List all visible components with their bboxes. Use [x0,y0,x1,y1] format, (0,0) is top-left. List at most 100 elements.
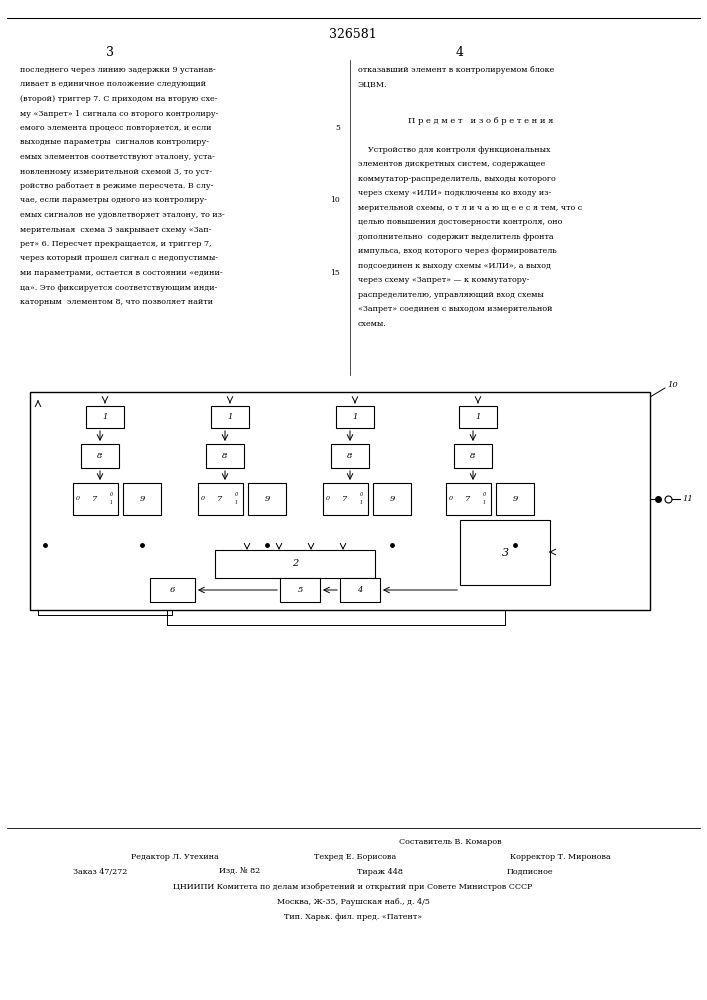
Bar [206,444,244,468]
Bar [460,520,550,585]
Text: отказавший элемент в контролируемом блоке: отказавший элемент в контролируемом блок… [358,66,554,74]
Text: 1: 1 [352,413,358,421]
Bar [81,444,119,468]
Text: 5: 5 [298,586,303,594]
Text: 0: 0 [76,496,80,502]
Text: 7: 7 [217,495,223,503]
Text: 0: 0 [235,492,238,497]
Text: 0: 0 [110,492,112,497]
Bar [30,392,650,610]
Text: Тираж 448: Тираж 448 [357,868,403,876]
Text: 0: 0 [326,496,330,502]
Text: му «Запрет» 1 сигнала со второго контролиру-: му «Запрет» 1 сигнала со второго контрол… [20,109,218,117]
Text: 1: 1 [359,500,363,506]
Bar [454,444,492,468]
Bar [331,444,369,468]
Bar [198,483,243,515]
Text: 8: 8 [98,452,103,460]
Text: 7: 7 [342,495,348,503]
Text: Москва, Ж-35, Раушская наб., д. 4/5: Москва, Ж-35, Раушская наб., д. 4/5 [276,898,429,906]
Text: Составитель В. Комаров: Составитель В. Комаров [399,838,501,846]
Text: ми параметрами, остается в состоянии «едини-: ми параметрами, остается в состоянии «ед… [20,269,223,277]
Text: мерительной схемы, о т л и ч а ю щ е е с я тем, что с: мерительной схемы, о т л и ч а ю щ е е с… [358,204,583,212]
Text: 0: 0 [482,492,486,497]
Text: ройство работает в режиме пересчета. В слу-: ройство работает в режиме пересчета. В с… [20,182,214,190]
Text: целью повышения достоверности контроля, оно: целью повышения достоверности контроля, … [358,218,562,226]
Bar [459,406,497,428]
Text: 1: 1 [110,500,112,506]
Text: 5: 5 [335,124,340,132]
Text: коммутатор-распределитель, выходы которого: коммутатор-распределитель, выходы которо… [358,175,556,183]
Text: 7: 7 [465,495,471,503]
Text: 0: 0 [201,496,205,502]
Text: 8: 8 [347,452,353,460]
Text: 9: 9 [390,495,395,503]
Text: ца». Это фиксируется соответствующим инди-: ца». Это фиксируется соответствующим инд… [20,284,217,292]
Text: последнего через линию задержки 9 устанав-: последнего через линию задержки 9 устана… [20,66,216,74]
Bar [323,483,368,515]
Text: 1: 1 [103,413,107,421]
Text: 1: 1 [482,500,486,506]
Text: 4: 4 [357,586,363,594]
Text: чае, если параметры одного из контролиру-: чае, если параметры одного из контролиру… [20,196,207,205]
Text: 8: 8 [470,452,476,460]
Text: импульса, вход которого через формирователь: импульса, вход которого через формироват… [358,247,556,255]
Text: 0: 0 [449,496,453,502]
Text: 10: 10 [667,381,678,389]
Text: через который прошел сигнал с недопустимы-: через который прошел сигнал с недопустим… [20,254,218,262]
Text: 7: 7 [93,495,98,503]
Text: 2: 2 [292,560,298,568]
Text: каторным  элементом 8, что позволяет найти: каторным элементом 8, что позволяет найт… [20,298,213,306]
Text: ливает в единичное положение следующий: ливает в единичное положение следующий [20,81,206,89]
Text: емых элементов соответствуют эталону, уста-: емых элементов соответствуют эталону, ус… [20,153,215,161]
Bar [336,406,374,428]
Text: 9: 9 [513,495,518,503]
Text: емого элемента процесс повторяется, и если: емого элемента процесс повторяется, и ес… [20,124,211,132]
Text: схемы.: схемы. [358,320,387,328]
Bar [496,483,534,515]
Bar [123,483,161,515]
Bar [86,406,124,428]
Text: Подписное: Подписное [507,868,554,876]
Text: 15: 15 [330,269,340,277]
Text: через схему «Запрет» — к коммутатору-: через схему «Запрет» — к коммутатору- [358,276,530,284]
Text: Устройство для контроля функциональных: Устройство для контроля функциональных [358,146,551,154]
Text: 326581: 326581 [329,28,377,41]
Bar [340,578,380,602]
Text: 1: 1 [235,500,238,506]
Text: емых сигналов не удовлетворяет эталону, то из-: емых сигналов не удовлетворяет эталону, … [20,211,225,219]
Bar [373,483,411,515]
Text: Изд. № 82: Изд. № 82 [219,868,261,876]
Text: 10: 10 [330,196,340,205]
Text: П р е д м е т   и з о б р е т е н и я: П р е д м е т и з о б р е т е н и я [408,117,554,125]
Bar [215,550,375,578]
Text: «Запрет» соединен с выходом измерительной: «Запрет» соединен с выходом измерительно… [358,305,552,313]
Text: 0: 0 [359,492,363,497]
Text: ЦНИИПИ Комитета по делам изобретений и открытий при Совете Министров СССР: ЦНИИПИ Комитета по делам изобретений и о… [173,883,532,891]
Bar [211,406,249,428]
Text: 1: 1 [475,413,481,421]
Text: 4: 4 [456,45,464,58]
Text: новленному измерительной схемой 3, то уст-: новленному измерительной схемой 3, то ус… [20,167,212,176]
Bar [73,483,118,515]
Bar [446,483,491,515]
Text: Редактор Л. Утехина: Редактор Л. Утехина [131,853,219,861]
Text: Корректор Т. Миронова: Корректор Т. Миронова [510,853,610,861]
Text: 3: 3 [106,45,114,58]
Text: Техред Е. Борисова: Техред Е. Борисова [314,853,396,861]
Text: 6: 6 [170,586,175,594]
Bar [150,578,195,602]
Bar [280,578,320,602]
Text: (второй) триггер 7. С приходом на вторую схе-: (второй) триггер 7. С приходом на вторую… [20,95,218,103]
Text: Заказ 47/272: Заказ 47/272 [73,868,127,876]
Text: мерительная  схема 3 закрывает схему «Зап-: мерительная схема 3 закрывает схему «Зап… [20,226,211,233]
Text: 8: 8 [222,452,228,460]
Text: подсоединен к выходу схемы «ИЛИ», а выход: подсоединен к выходу схемы «ИЛИ», а выхо… [358,262,551,270]
Text: 9: 9 [264,495,269,503]
Text: распределителю, управляющий вход схемы: распределителю, управляющий вход схемы [358,291,544,299]
Text: рет» 6. Пересчет прекращается, и триггер 7,: рет» 6. Пересчет прекращается, и триггер… [20,240,211,248]
Bar [248,483,286,515]
Text: 1: 1 [228,413,233,421]
Text: 3: 3 [501,548,508,558]
Text: элементов дискретных систем, содержащее: элементов дискретных систем, содержащее [358,160,545,168]
